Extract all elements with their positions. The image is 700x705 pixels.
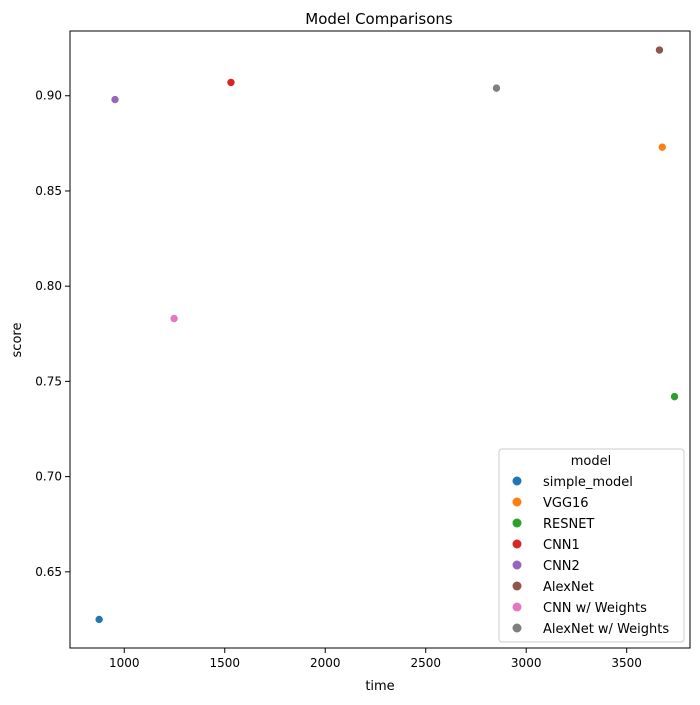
y-tick-label: 0.75 [35,374,62,388]
legend-title: model [571,454,611,469]
y-axis: 0.65 0.70 0.75 0.80 0.85 0.90 [35,89,70,579]
legend-marker [512,623,522,633]
x-tick-label: 3000 [511,656,542,670]
legend: model simple_model VGG16 RESNET CNN1 CNN2 Ale… [498,448,685,643]
data-point [110,95,120,104]
legend-marker [512,581,522,591]
legend-items: simple_model VGG16 RESNET CNN1 CNN2 AlexNet CN… [512,475,669,637]
legend-marker [512,518,522,528]
legend-marker [512,476,522,486]
data-point [657,142,667,152]
x-axis-label: time [365,679,394,694]
legend-marker [512,602,522,612]
data-point [670,392,679,401]
legend-label: CNN1 [543,538,580,553]
data-point [655,45,664,55]
data-point [94,615,104,624]
y-tick-label: 0.65 [35,565,62,579]
x-tick-label: 3500 [611,656,642,670]
x-axis: 1000 1500 2000 2500 3000 3500 [109,648,642,670]
data-point [226,78,236,87]
data-point [169,314,179,323]
legend-label: AlexNet w/ Weights [543,622,669,637]
data-points [94,45,679,624]
chart-title: Model Comparisons [305,10,453,28]
x-tick-label: 2500 [410,656,441,670]
legend-marker [512,539,522,549]
y-tick-label: 0.90 [35,89,62,103]
legend-label: AlexNet [543,580,594,595]
legend-label: simple_model [543,475,633,490]
x-tick-label: 2000 [310,656,341,670]
plot-area [69,30,691,649]
y-tick-label: 0.85 [35,184,62,198]
legend-label: RESNET [543,517,594,532]
legend-marker [512,560,522,570]
y-tick-label: 0.70 [35,470,62,484]
legend-box [498,448,685,643]
data-point [492,83,501,93]
legend-label: CNN2 [543,559,580,574]
y-tick-label: 0.80 [35,279,62,293]
legend-label: VGG16 [543,496,589,511]
legend-label: CNN w/ Weights [543,601,647,616]
legend-marker [512,497,522,507]
x-tick-label: 1000 [109,656,140,670]
x-tick-label: 1500 [209,656,240,670]
y-axis-label: score [10,323,25,358]
